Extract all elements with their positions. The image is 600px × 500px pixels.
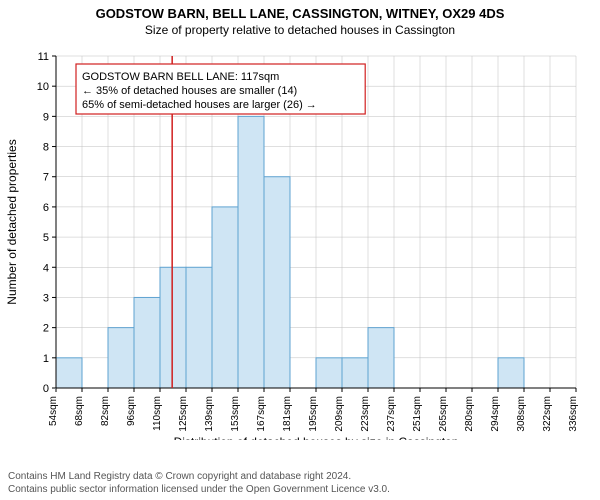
svg-text:4: 4 (43, 262, 49, 274)
svg-text:6: 6 (43, 202, 49, 214)
svg-text:280sqm: 280sqm (464, 396, 475, 432)
svg-text:5: 5 (43, 232, 49, 244)
svg-text:209sqm: 209sqm (334, 396, 345, 432)
svg-text:195sqm: 195sqm (308, 396, 319, 432)
svg-text:Number of detached properties: Number of detached properties (5, 139, 19, 304)
svg-text:← 35% of detached houses are s: ← 35% of detached houses are smaller (14… (82, 85, 297, 97)
svg-text:7: 7 (43, 172, 49, 184)
footer-line-2: Contains public sector information licen… (8, 484, 592, 497)
svg-text:68sqm: 68sqm (74, 396, 85, 426)
svg-text:223sqm: 223sqm (360, 396, 371, 432)
histogram-chart: 0 1 2 3 4 5 6 7 8 9 10 11 54sqm 68sqm 82sqm 96sqm 110sqm… (0, 0, 600, 440)
svg-text:294sqm: 294sqm (490, 396, 501, 432)
svg-text:0: 0 (43, 383, 49, 395)
svg-text:54sqm: 54sqm (48, 396, 59, 426)
footer-attribution: Contains HM Land Registry data © Crown c… (8, 471, 592, 496)
svg-text:96sqm: 96sqm (126, 396, 137, 426)
svg-text:11: 11 (38, 51, 49, 63)
svg-text:336sqm: 336sqm (568, 396, 579, 432)
svg-text:10: 10 (37, 81, 49, 93)
svg-text:3: 3 (43, 292, 49, 304)
svg-text:2: 2 (43, 323, 49, 335)
svg-text:139sqm: 139sqm (204, 396, 215, 432)
footer-line-1: Contains HM Land Registry data © Crown c… (8, 471, 592, 484)
svg-text:308sqm: 308sqm (516, 396, 527, 432)
svg-text:1: 1 (43, 353, 49, 365)
svg-text:237sqm: 237sqm (386, 396, 397, 432)
svg-text:125sqm: 125sqm (178, 396, 189, 432)
svg-text:167sqm: 167sqm (256, 396, 267, 432)
svg-text:110sqm: 110sqm (152, 396, 163, 431)
svg-text:Distribution of detached house: Distribution of detached houses by size … (174, 435, 459, 440)
svg-text:GODSTOW BARN BELL LANE: 117sqm: GODSTOW BARN BELL LANE: 117sqm (82, 71, 279, 83)
svg-text:8: 8 (43, 142, 49, 154)
svg-text:82sqm: 82sqm (100, 396, 111, 426)
svg-text:181sqm: 181sqm (282, 396, 293, 432)
svg-text:265sqm: 265sqm (438, 396, 449, 432)
svg-text:153sqm: 153sqm (230, 396, 241, 432)
svg-text:9: 9 (43, 111, 49, 123)
svg-text:322sqm: 322sqm (542, 396, 553, 432)
chart-container: GODSTOW BARN, BELL LANE, CASSINGTON, WIT… (0, 0, 600, 500)
svg-text:65% of semi-detached houses ar: 65% of semi-detached houses are larger (… (82, 99, 317, 111)
svg-text:251sqm: 251sqm (412, 396, 423, 432)
